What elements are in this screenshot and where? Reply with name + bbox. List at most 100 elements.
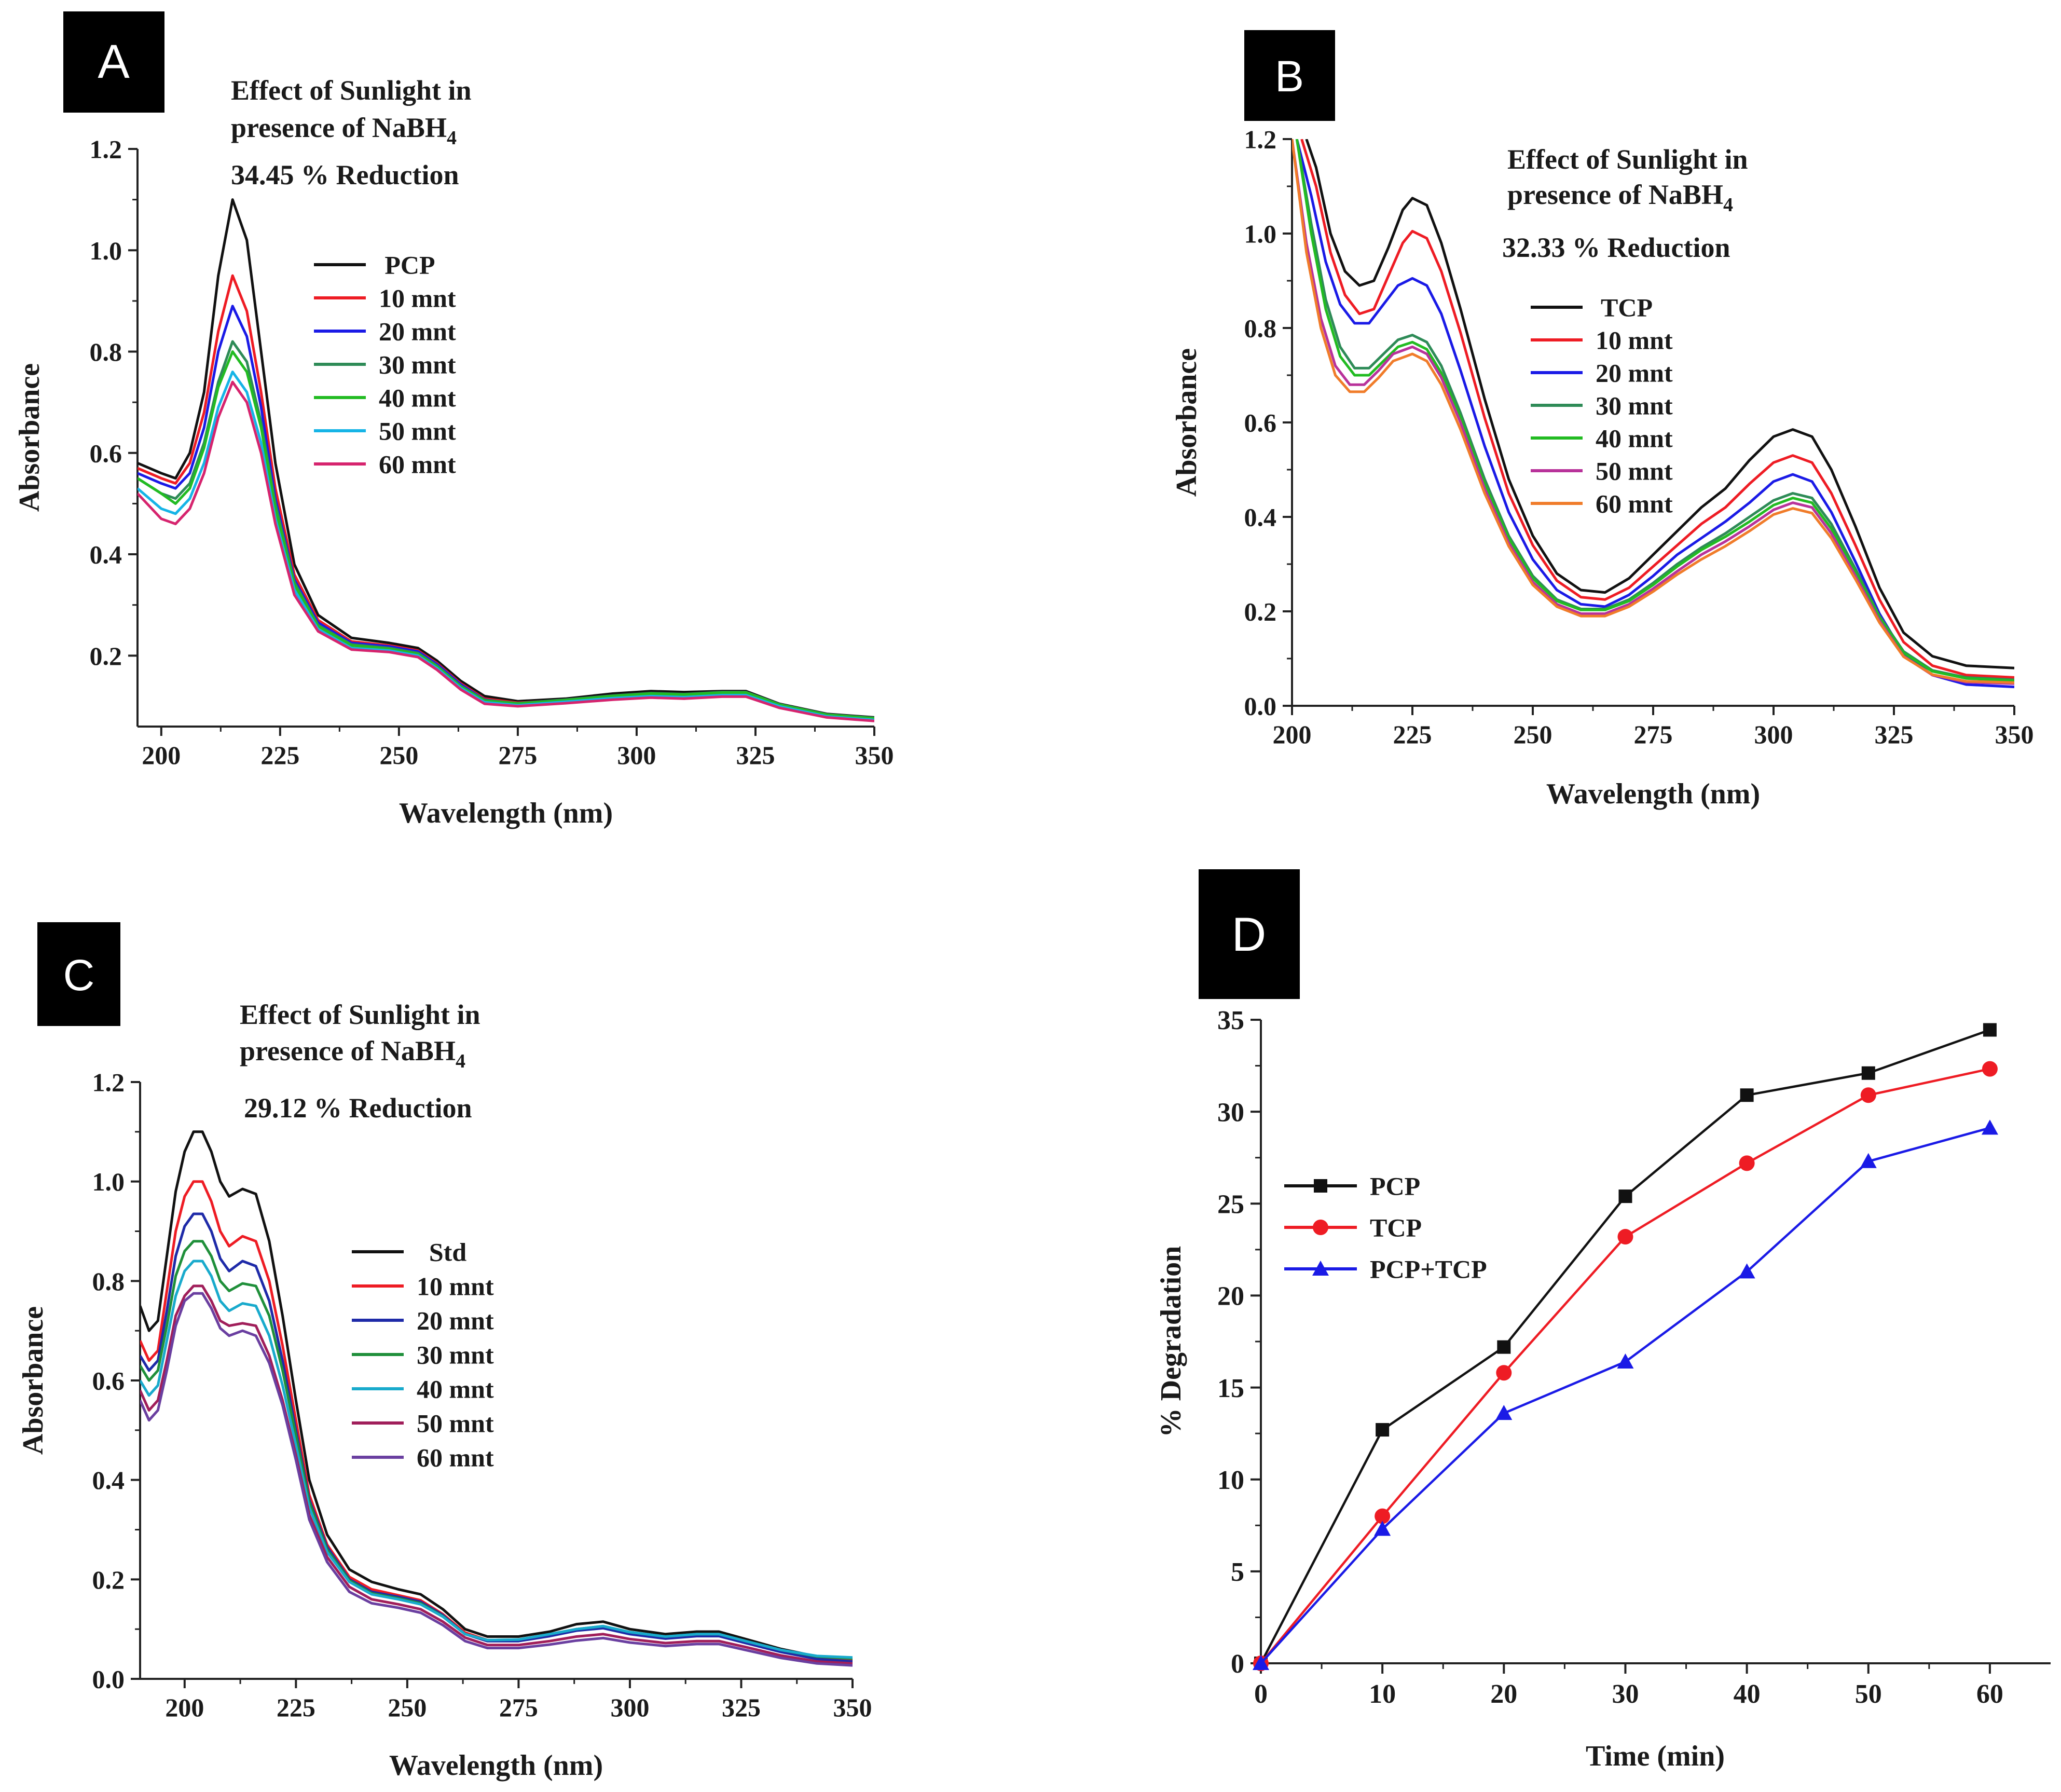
panel-d-point-0-4	[1740, 1088, 1754, 1102]
panel-c-legend-label-2: 20 mnt	[417, 1306, 494, 1335]
panel-c-legend-label-5: 50 mnt	[417, 1409, 494, 1438]
panel-d-y-tick-label: 5	[1231, 1557, 1244, 1587]
panel-d-point-2-0	[1253, 1655, 1269, 1670]
panel-a-x-tick-label: 350	[855, 741, 894, 770]
panel-a-y-tick-label: 0.2	[90, 641, 122, 671]
panel-c-series-line-5	[140, 1284, 853, 1665]
panel-a-series-line-5	[138, 371, 874, 721]
panel-d-point-1-1	[1375, 1508, 1391, 1524]
panel-b-legend-label-5: 50 mnt	[1596, 457, 1673, 486]
panel-d-x-tick-label: 20	[1490, 1679, 1517, 1709]
panel-a-legend-label-5: 50 mnt	[379, 417, 456, 446]
panel-b-y-tick-label: 0.2	[1244, 597, 1277, 626]
panel-d-point-2-2	[1495, 1405, 1513, 1420]
panel-c-y-tick-label: 0.2	[92, 1565, 125, 1594]
panel-c-y-tick-label: 0.4	[92, 1466, 125, 1495]
panel-b-series-line-1	[1300, 139, 2014, 679]
panel-d-point-0-1	[1376, 1423, 1390, 1437]
panel-c-series-line-0	[140, 1130, 853, 1661]
panel-c-x-tick-label: 250	[388, 1693, 427, 1722]
panel-a-series-line-4	[138, 350, 874, 720]
panel-b-label: B	[1275, 52, 1304, 101]
panel-d-legend-label-1: TCP	[1370, 1213, 1422, 1242]
panel-d-point-0-6	[1983, 1023, 1997, 1037]
panel-c-y-tick-label: 1.0	[92, 1167, 125, 1196]
panel-b-x-tick-label: 325	[1875, 720, 1914, 749]
panel-a-y-tick-label: 0.8	[90, 337, 122, 366]
panel-a-y-axis-title: Absorbance	[13, 363, 46, 512]
panel-a-legend-label-4: 40 mnt	[379, 384, 456, 413]
panel-a-x-tick-label: 275	[498, 741, 537, 770]
panel-b-y-axis-title: Absorbance	[1171, 348, 1203, 497]
panel-d-point-1-3	[1617, 1229, 1633, 1245]
panel-b-legend-label-4: 40 mnt	[1596, 424, 1673, 453]
panel-c-series-line-4	[140, 1260, 853, 1659]
panel-b-reduction-annotation: 32.33 % Reduction	[1502, 232, 1730, 263]
panel-c-y-tick-label: 0.6	[92, 1366, 125, 1396]
panel-d-x-tick-label: 50	[1855, 1679, 1882, 1709]
panel-c-x-tick-label: 200	[165, 1693, 204, 1722]
panel-d-x-tick-label: 10	[1369, 1679, 1396, 1709]
panel-d-point-2-1	[1374, 1521, 1391, 1536]
panel-b-legend-label-0: TCP	[1601, 293, 1653, 322]
panel-a-y-tick-label: 1.2	[90, 135, 122, 164]
panel-b-label-box	[1244, 30, 1335, 121]
panel-c: C Effect of Sunlight in presence of NaBH…	[17, 922, 872, 1782]
panel-c-x-axis-title: Wavelength (nm)	[389, 1749, 603, 1782]
panel-d-legend-marker-0	[1314, 1179, 1327, 1193]
panel-c-label-box	[37, 922, 120, 1026]
panel-b-y-tick-label: 0.4	[1244, 503, 1277, 532]
panel-c-label: C	[63, 951, 95, 1000]
panel-a-x-tick-label: 200	[142, 741, 181, 770]
panel-d-legend-marker-2	[1312, 1261, 1329, 1276]
panel-a-x-tick-label: 300	[617, 741, 656, 770]
panel-b-legend: TCP 10 mnt 20 mnt 30 mnt 40 mnt 50 mnt 60 mnt	[1531, 293, 1673, 518]
panel-a-y-tick-label: 1.0	[90, 236, 122, 265]
panel-d-point-0-2	[1497, 1340, 1511, 1354]
panel-a-title-line2: presence of NaBH4	[231, 112, 457, 149]
panel-d-point-2-3	[1617, 1353, 1634, 1369]
panel-d-y-tick-label: 30	[1217, 1098, 1244, 1127]
panel-a-x-tick-label: 325	[736, 741, 775, 770]
panel-d-point-2-5	[1860, 1153, 1877, 1168]
panel-d-y-tick-label: 0	[1231, 1649, 1244, 1679]
panel-d-legend-marker-1	[1313, 1220, 1328, 1235]
panel-b-y-tick-label: 0.6	[1244, 408, 1277, 437]
panel-d-point-0-5	[1861, 1066, 1875, 1080]
panel-a-legend-label-0: PCP	[384, 251, 435, 280]
panel-a-legend-label-2: 20 mnt	[379, 317, 456, 346]
panel-b-x-tick-label: 200	[1273, 720, 1312, 749]
panel-d-point-1-4	[1739, 1155, 1755, 1171]
panel-a-legend: PCP 10 mnt 20 mnt 30 mnt 40 mnt 50 mnt 60 mnt	[314, 251, 456, 479]
panel-a-series	[138, 198, 874, 722]
panel-b-series-line-5	[1292, 139, 2014, 685]
panel-c-y-tick-label: 0.8	[92, 1267, 125, 1296]
panel-b-x-axis-title: Wavelength (nm)	[1546, 778, 1760, 810]
panel-a-series-line-0	[138, 198, 874, 719]
panel-a-label: A	[98, 35, 130, 88]
panel-a-x-tick-label: 250	[379, 741, 418, 770]
panel-c-x-tick-label: 350	[833, 1693, 872, 1722]
panel-c-x-tick-label: 275	[499, 1693, 538, 1722]
panel-d-x-tick-label: 30	[1612, 1679, 1639, 1709]
panel-b-y-tick-label: 1.0	[1244, 220, 1277, 249]
panel-b-title-line2: presence of NaBH4	[1507, 179, 1733, 216]
panel-c-y-tick-label: 0.0	[92, 1665, 125, 1694]
panel-d-point-1-2	[1496, 1365, 1512, 1381]
panel-a-title-line1: Effect of Sunlight in	[231, 75, 472, 106]
panel-c-axes: 200 225 250 275 300 325 350 0.0 0.2 0.4 0.6 0.8 1.0 1…	[17, 1068, 872, 1782]
panel-b-series-line-4	[1295, 139, 2014, 682]
panel-d-y-axis-title: % Degradation	[1155, 1246, 1187, 1438]
panel-d-y-tick-label: 10	[1217, 1466, 1244, 1495]
panel-a-label-box	[63, 11, 164, 113]
panel-a-legend-label-3: 30 mnt	[379, 350, 456, 379]
panel-c-reduction-annotation: 29.12 % Reduction	[244, 1092, 472, 1124]
panel-d-series	[1253, 1023, 1998, 1671]
panel-b-y-tick-label: 0.8	[1244, 314, 1277, 343]
panel-a-reduction-annotation: 34.45 % Reduction	[231, 159, 459, 190]
panel-c-title-line1: Effect of Sunlight in	[240, 999, 480, 1030]
panel-d-y-tick-label: 35	[1217, 1006, 1244, 1035]
panel-c-series	[140, 1130, 853, 1667]
panel-c-legend-label-0: Std	[429, 1238, 466, 1267]
panel-c-legend-label-1: 10 mnt	[417, 1272, 494, 1301]
